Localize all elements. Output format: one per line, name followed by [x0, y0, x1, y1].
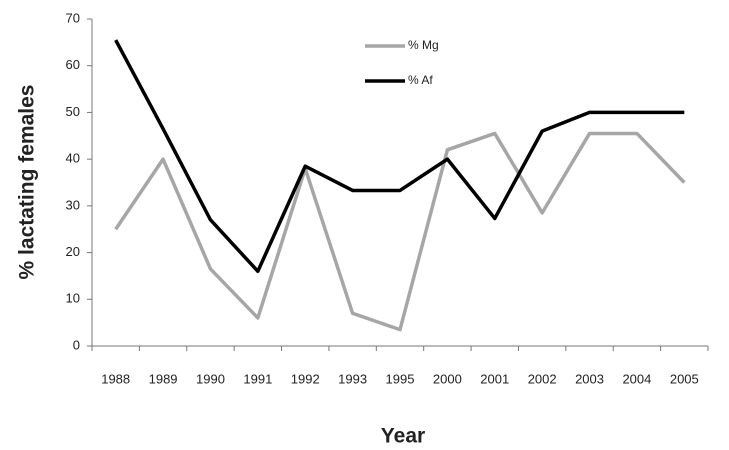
y-axis-title: % lactating females: [16, 85, 39, 280]
y-tick-label: 50: [66, 104, 80, 119]
x-tick-label: 2005: [670, 371, 699, 386]
x-tick-label: 2004: [622, 371, 651, 386]
series-line: [114, 131, 686, 332]
x-axis-title: Year: [381, 425, 425, 448]
x-tick-label: 2000: [433, 371, 462, 386]
x-tick-label: 1993: [338, 371, 367, 386]
x-tick-label: 2002: [528, 371, 557, 386]
y-tick-label: 40: [66, 151, 80, 166]
x-tick-label: 1988: [101, 371, 130, 386]
y-tick-label: 70: [66, 10, 80, 25]
x-tick-label: 1991: [243, 371, 272, 386]
x-tick-label: 1992: [291, 371, 320, 386]
legend-label: % Mg: [408, 38, 439, 52]
y-tick-label: 10: [66, 291, 80, 306]
y-tick-label: 60: [66, 57, 80, 72]
x-tick-label: 1990: [196, 371, 225, 386]
legend-label: % Af: [408, 73, 433, 87]
y-tick-label: 0: [73, 337, 80, 352]
x-tick-label: 1995: [386, 371, 415, 386]
x-tick-label: 1989: [149, 371, 178, 386]
x-tick-label: 2003: [575, 371, 604, 386]
x-tick-label: 2001: [480, 371, 509, 386]
series-line: [114, 39, 685, 274]
y-tick-label: 20: [66, 244, 80, 259]
y-tick-label: 30: [66, 197, 80, 212]
